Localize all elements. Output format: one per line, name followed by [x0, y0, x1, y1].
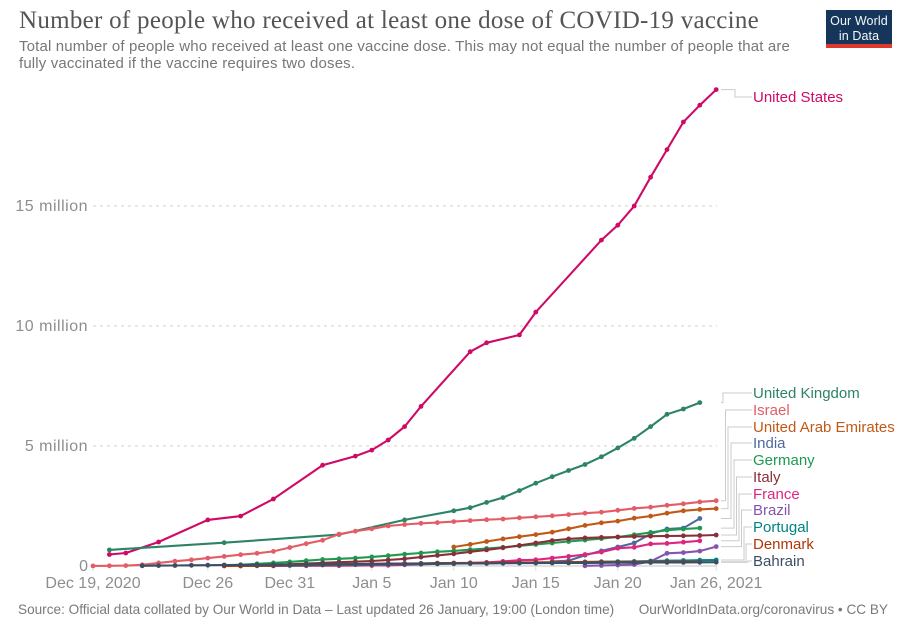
- svg-text:France: France: [753, 486, 800, 503]
- svg-text:0: 0: [79, 558, 88, 575]
- svg-text:United States: United States: [753, 89, 843, 106]
- svg-text:5 million: 5 million: [25, 438, 88, 455]
- svg-text:10 million: 10 million: [15, 318, 88, 335]
- svg-text:Jan 20: Jan 20: [594, 575, 642, 592]
- svg-text:Dec 31: Dec 31: [264, 575, 315, 592]
- svg-text:Portugal: Portugal: [753, 519, 809, 536]
- svg-text:Jan 15: Jan 15: [512, 575, 560, 592]
- svg-text:Germany: Germany: [753, 452, 815, 469]
- svg-text:Jan 10: Jan 10: [430, 575, 478, 592]
- svg-text:Dec 26: Dec 26: [182, 575, 233, 592]
- svg-text:United Arab Emirates: United Arab Emirates: [753, 419, 895, 436]
- svg-text:Brazil: Brazil: [753, 502, 791, 519]
- svg-text:India: India: [753, 435, 786, 452]
- svg-text:Jan 26, 2021: Jan 26, 2021: [670, 575, 763, 592]
- svg-text:Italy: Italy: [753, 469, 781, 486]
- svg-text:United Kingdom: United Kingdom: [753, 385, 860, 402]
- svg-text:Denmark: Denmark: [753, 536, 814, 553]
- svg-text:15 million: 15 million: [15, 198, 88, 215]
- svg-text:Dec 19, 2020: Dec 19, 2020: [45, 575, 140, 592]
- svg-text:Israel: Israel: [753, 402, 790, 419]
- svg-text:Bahrain: Bahrain: [753, 553, 805, 570]
- svg-text:Jan 5: Jan 5: [352, 575, 391, 592]
